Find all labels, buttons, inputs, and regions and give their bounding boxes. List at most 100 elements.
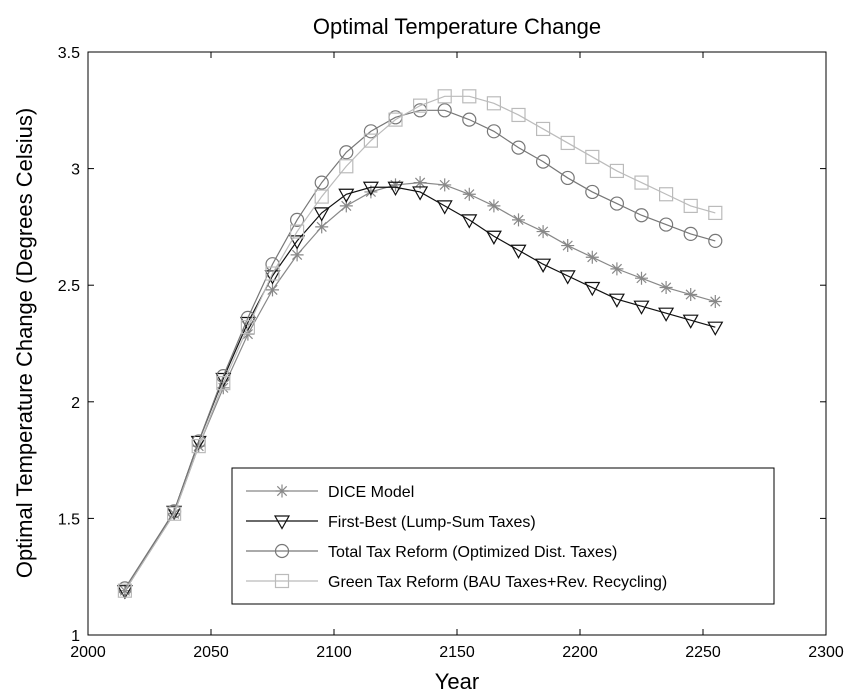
y-axis-ticks: 1 1.5 2 2.5 3 3.5 xyxy=(58,45,826,645)
data-point xyxy=(536,225,550,239)
data-point xyxy=(634,175,649,190)
data-point xyxy=(707,321,724,336)
series-layer xyxy=(116,89,724,600)
data-point xyxy=(560,170,575,186)
x-tick-label: 2150 xyxy=(439,644,475,661)
data-point xyxy=(166,505,183,521)
legend-label: First-Best (Lump-Sum Taxes) xyxy=(328,514,536,531)
data-point xyxy=(116,585,133,600)
x-tick-label: 2250 xyxy=(685,644,721,661)
data-point xyxy=(683,226,698,241)
x-tick-label: 2300 xyxy=(808,644,844,661)
data-point xyxy=(535,258,552,273)
data-point xyxy=(658,187,674,202)
data-point xyxy=(315,220,329,234)
data-point xyxy=(535,154,551,169)
data-point xyxy=(461,214,478,229)
data-point xyxy=(682,314,699,329)
data-point xyxy=(610,262,624,276)
data-point xyxy=(511,107,526,123)
data-point xyxy=(413,98,428,113)
data-point xyxy=(216,376,231,391)
x-axis-label: Year xyxy=(435,669,479,692)
data-point xyxy=(462,89,477,104)
data-point xyxy=(387,181,404,196)
data-point xyxy=(290,248,304,262)
data-point xyxy=(512,213,525,227)
y-tick-label: 2 xyxy=(71,395,80,412)
series-line xyxy=(124,181,716,592)
y-tick-label: 1.5 xyxy=(58,511,80,528)
y-tick-label: 1 xyxy=(71,628,80,645)
data-point xyxy=(462,187,476,201)
data-point xyxy=(290,224,305,239)
data-point xyxy=(290,212,305,228)
data-point xyxy=(339,159,354,174)
x-tick-label: 2000 xyxy=(70,644,106,661)
data-point xyxy=(609,163,625,179)
data-point xyxy=(413,176,427,190)
data-point xyxy=(240,310,255,325)
legend-item: Total Tax Reform (Optimized Dist. Taxes) xyxy=(246,543,617,561)
data-point xyxy=(535,121,551,137)
data-point xyxy=(635,271,648,285)
data-point xyxy=(684,288,698,302)
legend-item: DICE Model xyxy=(246,484,414,501)
data-point xyxy=(608,293,625,308)
x-tick-label: 2200 xyxy=(562,644,598,661)
data-point xyxy=(436,200,453,215)
x-tick-label: 2100 xyxy=(316,644,352,661)
legend-label: Total Tax Reform (Optimized Dist. Taxes) xyxy=(328,544,617,561)
y-tick-label: 2.5 xyxy=(58,278,80,295)
data-point xyxy=(265,266,280,281)
data-point xyxy=(215,372,232,388)
data-point xyxy=(510,244,527,259)
data-point xyxy=(216,381,230,395)
data-point xyxy=(362,181,379,196)
series-line xyxy=(124,95,716,592)
data-point xyxy=(487,199,501,213)
data-point xyxy=(584,281,601,297)
legend-label: Green Tax Reform (BAU Taxes+Rev. Recycli… xyxy=(328,574,667,591)
y-tick-label: 3 xyxy=(71,162,80,179)
data-point xyxy=(240,320,255,335)
data-point xyxy=(313,207,330,222)
data-point xyxy=(708,295,722,309)
data-point xyxy=(486,124,501,139)
legend-item: First-Best (Lump-Sum Taxes) xyxy=(246,514,536,531)
legend-box xyxy=(231,467,775,605)
data-point xyxy=(363,124,378,139)
legend-item: Green Tax Reform (BAU Taxes+Rev. Recycli… xyxy=(246,573,667,591)
data-point xyxy=(485,230,502,245)
data-point xyxy=(437,103,452,118)
legend: DICE Model First-Best (Lump-Sum Taxes) Tot… xyxy=(231,467,775,605)
x-tick-label: 2050 xyxy=(193,644,229,661)
data-point xyxy=(412,186,429,201)
data-point xyxy=(609,196,625,211)
data-point xyxy=(633,300,650,315)
data-point xyxy=(561,239,575,253)
data-point xyxy=(289,235,306,250)
data-point xyxy=(363,133,378,148)
data-point xyxy=(486,96,501,111)
series-2 xyxy=(116,181,724,600)
data-point xyxy=(585,149,600,165)
data-point xyxy=(659,281,673,295)
series-3 xyxy=(117,103,723,596)
data-point xyxy=(338,188,355,203)
data-point xyxy=(314,175,329,190)
legend-label: DICE Model xyxy=(328,484,414,501)
x-axis-ticks: 2000 2050 2100 2150 2200 2250 2300 xyxy=(70,52,844,661)
legend-marker xyxy=(273,515,291,530)
data-point xyxy=(585,184,600,200)
data-point xyxy=(265,257,280,272)
data-point xyxy=(388,112,403,127)
data-point xyxy=(167,506,182,521)
data-point xyxy=(438,178,452,192)
data-point xyxy=(266,283,279,297)
y-tick-label: 3.5 xyxy=(58,45,80,62)
legend-marker xyxy=(275,484,289,498)
data-point xyxy=(190,435,207,451)
